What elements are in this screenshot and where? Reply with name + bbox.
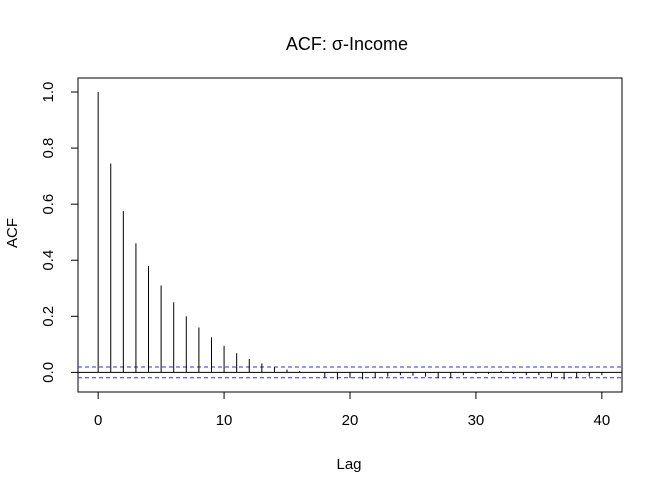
- y-tick-label: 0.6: [40, 194, 57, 215]
- plot-frame: [77, 77, 623, 393]
- y-axis-label: ACF: [4, 218, 21, 248]
- x-tick-label: 20: [342, 412, 359, 429]
- x-tick-label: 40: [594, 412, 611, 429]
- y-tick-label: 0.4: [40, 250, 57, 271]
- chart-title: ACF: σ-Income: [286, 34, 408, 54]
- plot-area: 0 10 20 30 40 0.0 0.2 0.4 0.6 0.8 1.0: [40, 77, 623, 429]
- x-tick-label: 10: [216, 412, 233, 429]
- x-tick-label: 30: [468, 412, 485, 429]
- y-tick-label: 1.0: [40, 82, 57, 103]
- y-tick-label: 0.8: [40, 138, 57, 159]
- y-tick-label: 0.0: [40, 362, 57, 383]
- y-tick-label: 0.2: [40, 306, 57, 327]
- x-axis-label: Lag: [336, 456, 361, 473]
- x-tick-label: 0: [94, 412, 102, 429]
